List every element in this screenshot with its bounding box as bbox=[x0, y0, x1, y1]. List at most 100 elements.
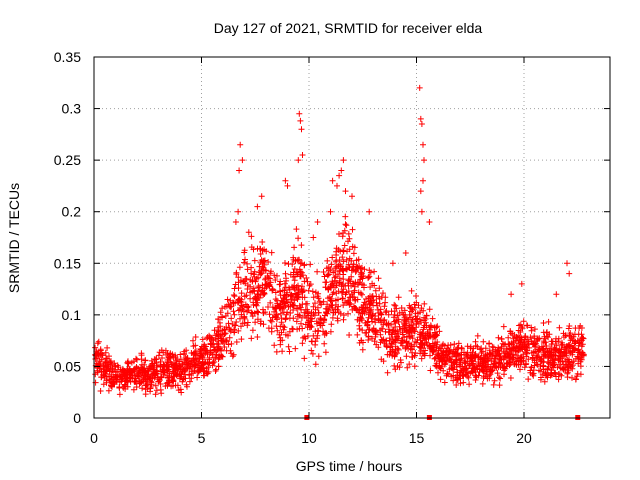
data-point bbox=[366, 307, 373, 314]
data-point bbox=[268, 268, 274, 275]
data-point bbox=[421, 350, 427, 357]
data-point bbox=[301, 355, 308, 362]
data-point bbox=[230, 308, 237, 315]
data-point bbox=[315, 353, 322, 360]
data-point bbox=[422, 319, 429, 326]
data-point bbox=[489, 367, 496, 374]
data-point bbox=[386, 335, 393, 342]
data-point bbox=[223, 324, 230, 331]
data-point bbox=[345, 310, 351, 317]
data-point bbox=[567, 350, 574, 357]
data-point bbox=[528, 364, 535, 370]
data-point bbox=[298, 126, 305, 133]
data-point bbox=[335, 263, 342, 270]
data-point bbox=[374, 306, 381, 313]
data-point bbox=[266, 311, 273, 318]
data-point bbox=[265, 259, 272, 265]
data-point bbox=[372, 333, 379, 340]
data-point bbox=[124, 383, 131, 390]
data-point bbox=[366, 300, 373, 307]
data-point bbox=[405, 345, 412, 352]
data-point bbox=[294, 257, 301, 264]
data-point bbox=[412, 316, 419, 323]
data-point bbox=[350, 250, 357, 257]
data-point bbox=[472, 372, 479, 379]
data-point bbox=[299, 152, 306, 158]
data-point bbox=[550, 361, 557, 368]
data-point bbox=[282, 177, 289, 184]
data-point bbox=[291, 297, 298, 304]
data-point bbox=[203, 335, 210, 342]
data-point bbox=[524, 336, 531, 343]
data-point bbox=[339, 295, 346, 302]
data-point bbox=[188, 366, 195, 372]
data-point bbox=[248, 264, 255, 271]
data-point bbox=[254, 334, 261, 340]
data-point bbox=[565, 358, 572, 365]
data-point bbox=[393, 317, 400, 324]
data-point bbox=[451, 341, 458, 348]
data-point bbox=[277, 323, 284, 330]
data-point bbox=[116, 372, 123, 379]
y-tick-labels: 0 0.05 0.1 0.15 0.2 0.25 0.3 0.35 bbox=[54, 49, 81, 426]
data-point bbox=[500, 356, 507, 363]
data-point bbox=[285, 343, 292, 350]
y-tick-label: 0.2 bbox=[62, 204, 82, 220]
data-point bbox=[339, 254, 346, 261]
x-axis-label: GPS time / hours bbox=[296, 458, 403, 474]
data-point bbox=[305, 287, 312, 294]
data-point bbox=[241, 249, 248, 256]
data-point bbox=[457, 375, 464, 382]
data-point bbox=[370, 325, 377, 332]
data-point bbox=[509, 356, 516, 363]
data-point bbox=[233, 269, 240, 276]
data-point bbox=[207, 350, 214, 356]
data-point bbox=[225, 320, 232, 327]
data-point bbox=[133, 384, 140, 390]
data-point bbox=[298, 320, 304, 327]
data-point bbox=[465, 374, 472, 381]
data-point bbox=[194, 374, 201, 381]
data-point bbox=[152, 382, 159, 389]
data-points bbox=[92, 84, 587, 420]
data-point bbox=[298, 260, 305, 266]
data-point bbox=[175, 366, 182, 373]
data-point bbox=[520, 357, 527, 364]
data-point bbox=[333, 248, 340, 255]
data-point bbox=[174, 382, 181, 389]
data-point bbox=[517, 366, 523, 373]
data-point bbox=[343, 256, 350, 263]
data-point bbox=[248, 244, 255, 251]
data-point bbox=[149, 360, 156, 367]
data-point bbox=[277, 278, 284, 285]
data-point bbox=[181, 348, 188, 355]
data-point bbox=[232, 322, 239, 329]
data-point bbox=[352, 279, 359, 286]
data-point bbox=[133, 355, 139, 362]
data-point bbox=[495, 334, 502, 341]
data-point bbox=[213, 366, 220, 373]
data-point bbox=[402, 250, 409, 256]
data-point bbox=[314, 304, 321, 311]
data-point bbox=[328, 284, 335, 291]
data-point bbox=[561, 349, 568, 356]
data-point bbox=[137, 380, 144, 386]
data-point bbox=[338, 167, 345, 174]
data-point bbox=[222, 330, 229, 337]
data-point bbox=[360, 302, 367, 309]
data-point bbox=[274, 272, 280, 279]
data-point bbox=[212, 368, 219, 374]
data-point bbox=[177, 386, 184, 393]
data-point bbox=[399, 331, 406, 338]
y-tick-label: 0.05 bbox=[54, 358, 81, 374]
data-point bbox=[221, 344, 228, 350]
y-tick-label: 0 bbox=[73, 410, 81, 426]
data-point bbox=[282, 316, 289, 323]
data-point bbox=[291, 244, 298, 251]
data-point bbox=[286, 348, 293, 355]
data-point bbox=[538, 343, 545, 350]
data-point bbox=[291, 266, 298, 272]
data-point bbox=[553, 291, 560, 298]
data-point bbox=[184, 363, 191, 370]
data-point bbox=[295, 313, 301, 320]
